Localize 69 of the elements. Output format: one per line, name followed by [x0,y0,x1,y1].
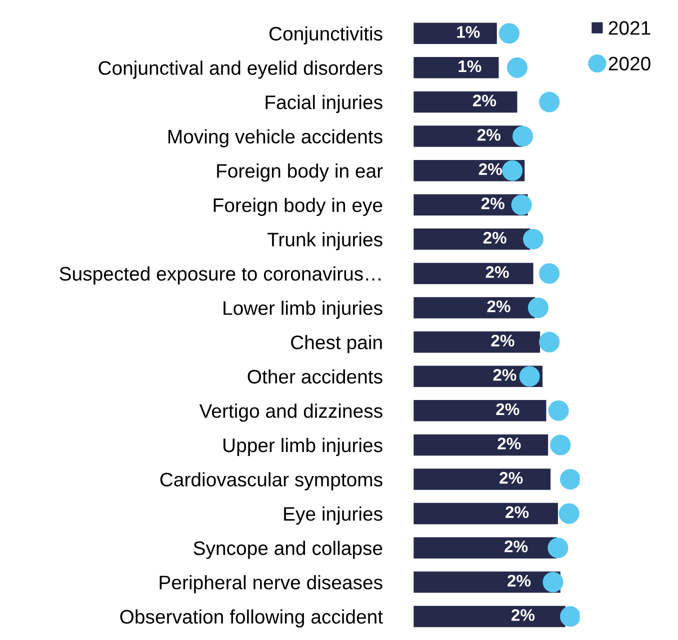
point [523,228,544,250]
bar [414,262,534,284]
data-label: 2% [508,574,531,587]
bar [414,606,566,628]
bar [414,468,551,490]
bar [414,57,499,78]
data-label: 2% [491,334,514,347]
data-label: 2% [506,506,529,518]
bar [414,434,548,456]
bar [414,297,536,318]
point [560,606,580,627]
point [502,160,523,181]
data-label: 2% [483,232,506,244]
data-label: 2% [477,128,500,141]
point [542,572,564,592]
point [548,400,569,421]
data-label: 2% [500,472,523,484]
y-tick-label: Lower limb injuries [224,300,382,319]
point [548,538,568,558]
data-label: 2% [472,94,496,106]
data-label: 2% [511,609,535,621]
bar [414,400,546,422]
data-label: 2% [487,300,510,312]
point [498,23,520,44]
data-label: 2% [504,540,528,552]
y-tick-label: Upper limb injuries [224,438,382,456]
legend-label: 2021 [608,21,650,35]
data-label: 1% [457,26,480,38]
bar [414,22,497,44]
bar [414,537,557,558]
point [512,126,534,147]
y-tick-label: Foreign body in ear [217,164,383,182]
bar [414,331,540,353]
point [519,366,540,387]
point [506,57,528,78]
y-tick-label: Foreign body in eye [214,198,382,216]
y-tick-label: Facial injuries [266,94,382,114]
y-tick-label: Peripheral nerve diseases [160,575,382,594]
data-label: 2% [478,163,502,176]
bar [414,228,530,250]
y-tick-label: Suspected exposure to coronavirus… [60,266,380,285]
point [550,434,571,456]
point [528,298,548,318]
data-label: 2% [496,403,520,416]
y-tick-label: Trunk injuries [267,232,382,250]
bar [414,91,518,113]
point [560,468,580,490]
data-label: 2% [486,266,509,278]
point [539,332,560,352]
point [539,92,560,112]
y-tick-label: Syncope and collapse [194,540,382,559]
data-label: 2% [493,369,516,381]
legend-label: 2020 [608,56,650,70]
point [511,194,532,216]
y-tick-label: Moving vehicle accidents [168,129,382,148]
point [558,503,580,524]
y-tick-label: Cardiovascular symptoms [160,472,382,490]
bar [414,502,558,524]
y-tick-label: Observation following accident [120,609,383,628]
data-label: 1% [458,60,482,72]
y-tick-label: Vertigo and dizziness [199,404,382,422]
y-tick-label: Eye injuries [284,506,382,525]
y-tick-label: Chest pain [291,335,382,354]
y-tick-label: Conjunctival and eyelid disorders [98,60,382,79]
data-label: 2% [481,198,504,210]
point [539,263,560,284]
y-tick-label: Conjunctivitis [269,26,382,44]
data-label: 2% [498,438,521,450]
y-tick-label: Other accidents [248,369,382,384]
